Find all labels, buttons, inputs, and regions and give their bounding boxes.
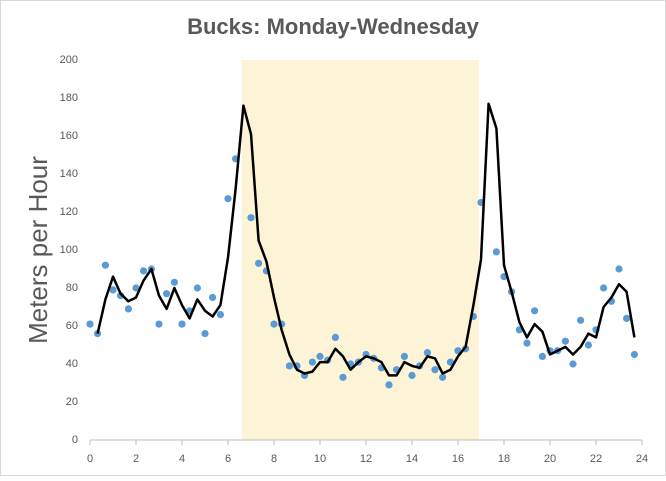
y-tick-label: 160: [60, 130, 78, 142]
x-tick-label: 12: [360, 453, 372, 465]
data-point: [431, 366, 439, 374]
data-point: [599, 284, 608, 292]
data-point: [530, 307, 539, 315]
y-tick-label: 140: [60, 168, 78, 180]
x-tick-label: 14: [406, 453, 418, 465]
data-point: [285, 362, 294, 370]
data-point: [339, 373, 347, 381]
x-tick-label: 24: [636, 453, 648, 465]
y-tick-label: 60: [66, 320, 78, 332]
data-point: [216, 311, 225, 319]
data-point: [622, 314, 631, 322]
data-point: [446, 358, 455, 366]
data-point: [408, 371, 416, 379]
data-point: [201, 330, 209, 338]
data-point: [247, 214, 255, 222]
data-point: [438, 373, 447, 381]
data-point: [224, 195, 232, 203]
y-tick-label: 80: [66, 282, 78, 294]
data-point: [423, 349, 432, 357]
data-point: [630, 350, 639, 359]
y-tick-label: 200: [60, 54, 78, 66]
data-point: [208, 293, 217, 302]
data-point: [538, 352, 547, 360]
data-line: [96, 102, 636, 377]
data-point: [615, 265, 623, 273]
x-tick-label: 18: [498, 453, 510, 465]
data-point: [584, 341, 593, 349]
data-point: [308, 358, 317, 366]
data-point: [569, 360, 577, 368]
x-tick-label: 6: [225, 453, 231, 465]
data-point: [109, 286, 117, 294]
data-point: [561, 337, 570, 345]
x-tick-label: 10: [314, 453, 326, 465]
data-point: [270, 320, 278, 328]
data-point: [155, 320, 163, 328]
x-tick-label: 20: [544, 453, 556, 465]
data-point: [139, 267, 148, 275]
data-point: [385, 381, 393, 389]
y-tick-label: 120: [60, 206, 78, 218]
x-tick-label: 4: [179, 453, 185, 465]
data-point: [254, 259, 263, 267]
x-tick-label: 22: [590, 453, 602, 465]
y-tick-label: 0: [72, 434, 78, 446]
y-axis-label: Meters per Hour: [23, 156, 53, 344]
data-point: [400, 352, 409, 360]
data-point: [193, 284, 202, 292]
y-tick-label: 100: [60, 244, 78, 256]
x-tick-label: 16: [452, 453, 464, 465]
x-tick-label: 8: [271, 453, 277, 465]
x-tick-label: 0: [87, 453, 93, 465]
x-tick-label: 2: [133, 453, 139, 465]
y-tick-label: 20: [66, 396, 78, 408]
data-point: [132, 284, 140, 292]
y-tick-label: 180: [60, 92, 78, 104]
data-point: [523, 339, 531, 347]
y-tick-label: 40: [66, 358, 78, 370]
shaded-region: [241, 60, 479, 440]
data-point: [124, 305, 133, 313]
data-point: [101, 261, 110, 269]
data-point: [576, 316, 585, 324]
chart-title: Bucks: Monday-Wednesday: [187, 14, 480, 39]
data-point: [316, 352, 324, 360]
data-point: [331, 333, 340, 341]
data-point: [492, 248, 501, 256]
data-point: [162, 290, 171, 298]
data-point: [86, 320, 94, 328]
data-point: [170, 278, 179, 286]
data-point: [178, 320, 186, 328]
